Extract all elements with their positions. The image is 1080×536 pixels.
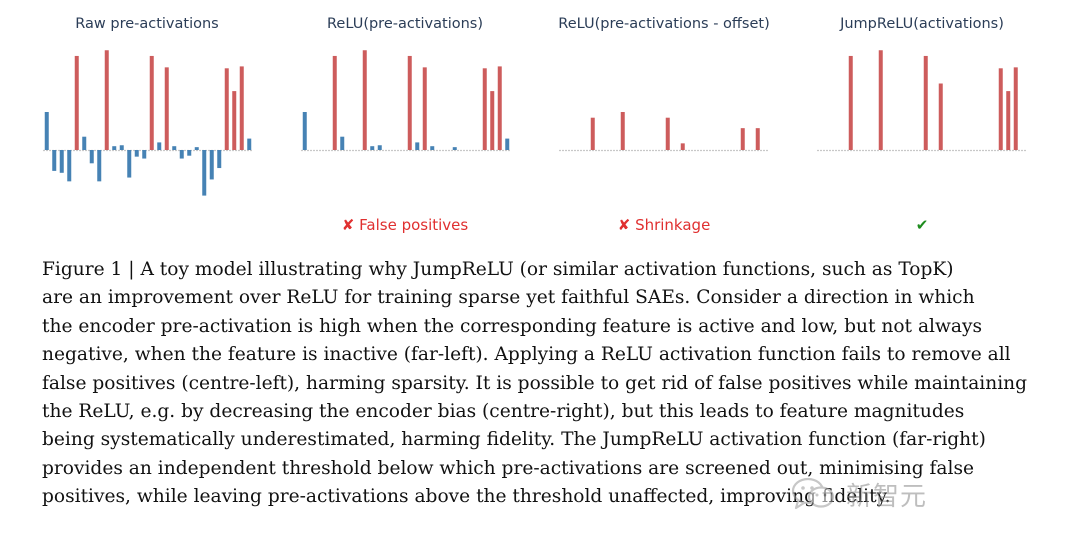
panel-title-jumprelu: JumpReLU(activations) [840, 16, 1004, 32]
figure-caption: Figure 1 | A toy model illustrating why … [42, 256, 1042, 512]
bar-inactive [172, 146, 177, 150]
bar-inactive [202, 150, 207, 196]
bar-active [74, 55, 79, 151]
bar-active [239, 66, 244, 150]
bar-active [164, 67, 169, 150]
verdict-label: Shrinkage [635, 216, 711, 234]
caption-line: the ReLU, e.g. by decreasing the encoder… [42, 401, 965, 423]
bar-active [362, 50, 367, 150]
bar-inactive [127, 150, 132, 178]
bar-active [224, 68, 229, 150]
bar-charts [43, 50, 1027, 196]
bar-inactive [505, 138, 510, 150]
cross-icon: ✘ [341, 216, 355, 234]
bar-inactive [67, 150, 72, 182]
wechat-icon [791, 477, 835, 510]
verdict-label: False positives [359, 216, 469, 234]
bar-inactive [52, 150, 57, 171]
verdict-false-positives: ✘ False positives [295, 216, 515, 234]
bar-inactive [142, 150, 147, 159]
caption-line: positives, while leaving pre-activations… [42, 486, 891, 508]
bar-inactive [430, 146, 435, 150]
bar-inactive [157, 142, 162, 150]
bar-active [232, 91, 237, 150]
bar-active [1013, 67, 1018, 150]
bar-active [332, 55, 337, 151]
bar-inactive [302, 112, 307, 150]
bar-inactive [134, 150, 139, 157]
bar-active [149, 55, 154, 151]
chart-panel-1 [43, 50, 253, 196]
bar-inactive [209, 150, 214, 180]
bar-active [755, 128, 760, 150]
bar-active [998, 68, 1003, 150]
bar-inactive [340, 136, 345, 150]
chart-panel-2 [301, 50, 511, 152]
bar-active [482, 68, 487, 150]
bar-active [740, 128, 745, 150]
caption-line: provides an independent threshold below … [42, 457, 974, 479]
figure: Raw pre-activations ReLU(pre-activations… [0, 0, 1080, 240]
caption-line: are an improvement over ReLU for trainin… [42, 287, 975, 309]
bar-active [490, 91, 495, 150]
bar-active [104, 50, 109, 150]
watermark: 新智元 [790, 474, 927, 514]
chart-panel-3 [559, 112, 769, 152]
bar-inactive [97, 150, 102, 182]
bar-inactive [194, 147, 199, 150]
check-icon: ✔ [915, 216, 929, 234]
bar-inactive [44, 112, 49, 150]
verdict-shrinkage: ✘ Shrinkage [554, 216, 774, 234]
bar-inactive [415, 142, 420, 150]
bar-active [848, 55, 853, 151]
bar-inactive [187, 150, 192, 156]
caption-line: false positives (centre-left), harming s… [42, 372, 1028, 394]
bar-active [680, 143, 685, 150]
verdict-good: ✔ [812, 216, 1032, 234]
bar-inactive [217, 150, 222, 169]
watermark-text: 新智元 [846, 481, 928, 512]
caption-line: being systematically underestimated, har… [42, 429, 986, 451]
bar-active [938, 83, 943, 150]
bar-inactive [89, 150, 94, 164]
bar-active [590, 117, 595, 150]
bar-inactive [247, 138, 252, 150]
bar-inactive [179, 150, 184, 159]
bar-inactive [370, 146, 375, 150]
panel-title-raw: Raw pre-activations [75, 16, 219, 32]
bar-active [407, 55, 412, 151]
bar-inactive [59, 150, 64, 173]
caption-line: negative, when the feature is inactive (… [42, 344, 1011, 366]
bar-inactive [119, 145, 124, 150]
bar-active [422, 67, 427, 150]
panel-title-relu-offset: ReLU(pre-activations - offset) [558, 16, 770, 32]
bar-active [878, 50, 883, 150]
bar-inactive [377, 145, 382, 150]
bar-active [497, 66, 502, 150]
chart-panel-4 [817, 50, 1027, 152]
bar-active [1006, 91, 1011, 150]
bar-inactive [112, 146, 117, 150]
bar-inactive [452, 147, 457, 150]
bar-active [665, 117, 670, 150]
panel-title-relu: ReLU(pre-activations) [327, 16, 483, 32]
bar-active [620, 112, 625, 150]
bar-inactive [82, 136, 87, 150]
cross-icon: ✘ [617, 216, 631, 234]
caption-line: Figure 1 | A toy model illustrating why … [42, 259, 954, 280]
bar-active [923, 55, 928, 151]
caption-line: the encoder pre-activation is high when … [42, 315, 983, 337]
